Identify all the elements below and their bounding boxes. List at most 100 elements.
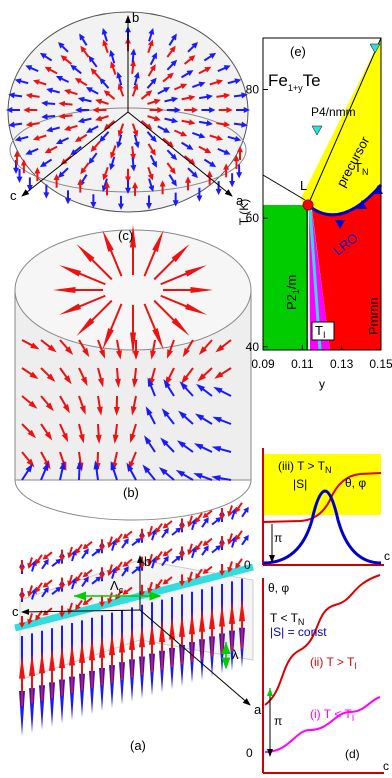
spin-arrow: [139, 528, 145, 541]
spin-arrow: [99, 635, 105, 686]
spin-arrow: [161, 555, 169, 567]
spin-arrow: [146, 131, 157, 143]
spin-arrow: [196, 383, 213, 397]
spin-arrow: [59, 645, 65, 696]
spin-arrow: [149, 107, 164, 113]
spin-arrow: [203, 158, 217, 168]
spin-arrow: [13, 160, 19, 174]
pi-label: π: [274, 714, 282, 728]
spin-arrow: [235, 502, 243, 513]
spin-arrow: [162, 548, 173, 557]
spin-arrow: [16, 168, 23, 183]
x-tick-label: 0.15: [369, 357, 392, 371]
spin-arrow: [145, 406, 156, 425]
spin-arrow: [202, 565, 213, 575]
boundary-line: [262, 174, 306, 201]
spin-arrow: [218, 107, 233, 113]
panel-label: (d): [345, 747, 360, 761]
spin-arrow: [41, 113, 56, 120]
spin-arrow: [109, 156, 116, 171]
spin-arrow: [77, 451, 84, 472]
spin-arrow: [132, 181, 139, 196]
spin-arrow: [69, 643, 75, 693]
phase-diagram: (e) Fe1+yTe P4/nmm precursor L TN LRO P2…: [237, 37, 392, 391]
spin-arrow: [78, 423, 85, 444]
spin-arrow: [25, 92, 40, 99]
spin-arrow: [198, 66, 212, 75]
spin-arrow: [147, 553, 153, 566]
spin-arrow: [64, 124, 78, 131]
spin-arrow: [147, 377, 156, 397]
spin-arrow: [241, 534, 249, 546]
spin-arrow: [107, 536, 113, 549]
panel-label: (a): [130, 738, 146, 753]
s-label: |S|: [293, 477, 307, 491]
spin-arrow: [19, 588, 25, 600]
spin-arrow: [175, 469, 194, 481]
panel-title: (iii) T > TN: [278, 459, 332, 475]
y-axis-label: T (K): [237, 199, 251, 225]
condition-part: N: [298, 617, 305, 627]
spin-arrow: [8, 121, 23, 128]
spin-arrow: [187, 515, 193, 528]
spin-arrow: [78, 395, 86, 415]
spin-arrow: [42, 551, 53, 560]
spin-arrow: [59, 460, 66, 481]
spin-arrow: [75, 599, 83, 611]
spin-arrow: [40, 461, 49, 481]
spin-arrow: [162, 72, 174, 83]
spin-arrow: [185, 176, 192, 191]
spin-arrow: [172, 192, 179, 207]
spin-arrow: [179, 574, 185, 587]
spin-arrow: [49, 648, 55, 699]
pi-label: π: [274, 531, 282, 545]
spin-arrow: [149, 52, 157, 66]
point-label: L: [300, 178, 307, 193]
spin-arrow: [233, 154, 240, 169]
spin-arrow: [237, 146, 243, 160]
spin-arrow: [149, 622, 155, 673]
y-tick-label: 60: [246, 211, 260, 225]
spin-arrow: [129, 627, 135, 678]
spin-arrow: [59, 294, 106, 315]
spin-arrow: [32, 134, 47, 141]
axis-label: b: [144, 554, 151, 569]
panel-label: (e): [290, 44, 306, 59]
spin-arrow: [103, 90, 116, 100]
spin-arrow: [131, 537, 142, 547]
spin-arrow: [215, 181, 222, 196]
spin-arrow: [109, 632, 115, 683]
spin-arrow: [115, 533, 123, 544]
region-p21m: [263, 205, 308, 350]
spin-arrow: [229, 173, 236, 188]
spin-arrow: [80, 162, 90, 175]
spin-arrow: [178, 410, 194, 425]
spin-arrow: [133, 340, 139, 360]
spin-arrow: [19, 560, 25, 572]
x-axis-label: c: [384, 549, 390, 563]
spin-arrow: [53, 173, 60, 188]
spin-arrow: [130, 146, 137, 161]
boundary-tn: [307, 184, 383, 217]
spin-arrow: [169, 617, 175, 667]
spin-arrow: [92, 107, 107, 113]
axis-label: c: [12, 604, 19, 619]
point-l: [302, 199, 314, 211]
spin-arrow: [21, 423, 37, 439]
spin-arrow: [201, 107, 216, 113]
spin-arrow: [164, 117, 179, 124]
marker: [369, 43, 381, 54]
spin-arrow: [80, 45, 90, 58]
spin-arrow: [162, 137, 174, 148]
spin-arrow: [147, 98, 161, 105]
spin-arrow: [58, 100, 73, 107]
spin-arrow: [43, 184, 50, 199]
spin-arrow: [179, 614, 185, 665]
spin-arrow: [60, 55, 73, 65]
spin-arrow: [130, 157, 137, 172]
spin-arrow: [187, 167, 199, 178]
spin-arrow: [131, 83, 139, 97]
spin-arrow: [51, 558, 62, 567]
x-tick-label: 0.13: [330, 357, 354, 371]
spin-arrow: [146, 77, 157, 89]
